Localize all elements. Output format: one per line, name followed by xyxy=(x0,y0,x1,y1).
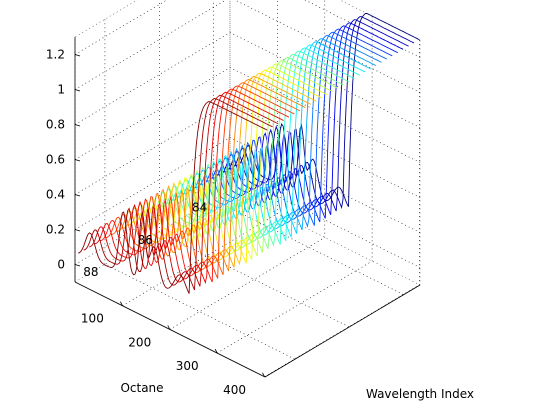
x-tick-label: 300 xyxy=(176,359,199,373)
z-tick-mark xyxy=(75,265,80,267)
y-grid-line xyxy=(214,0,404,295)
z-tick-label: 0.4 xyxy=(46,188,65,202)
y-grid-line xyxy=(159,0,349,327)
spectrum-line xyxy=(154,58,343,249)
z-tick-label: 1 xyxy=(57,83,65,97)
y-tick-label: 84 xyxy=(192,201,207,215)
z-tick-label: 0.8 xyxy=(46,118,65,132)
z-tick-mark xyxy=(75,230,80,232)
z-grid-line xyxy=(75,0,420,58)
spectrum-line xyxy=(138,67,327,260)
z-tick-label: 0.2 xyxy=(46,223,65,237)
x-axis-line xyxy=(75,282,265,377)
x-grid-line xyxy=(265,40,420,377)
z-tick-mark xyxy=(75,90,80,92)
x-tick-label: 200 xyxy=(128,335,151,349)
spectrum-line xyxy=(78,102,267,294)
y-axis-label: Octane xyxy=(120,381,163,395)
x-tick-label: 400 xyxy=(223,383,246,397)
z-tick-mark xyxy=(75,55,80,57)
x-tick-label: 100 xyxy=(81,312,104,326)
x-grid-line xyxy=(170,0,325,329)
y-tick-label: 88 xyxy=(83,265,98,279)
z-tick-mark xyxy=(75,125,80,127)
spectrum-line xyxy=(144,64,333,256)
spectra-lines xyxy=(78,14,419,294)
y-tick-label: 86 xyxy=(138,233,153,247)
x-axis-label: Wavelength Index xyxy=(366,387,474,401)
z-tick-mark xyxy=(75,160,80,162)
z-tick-mark xyxy=(75,195,80,197)
y-axis-line xyxy=(265,285,420,377)
z-tick-label: 1.2 xyxy=(46,48,65,62)
x-grid-line xyxy=(122,0,277,306)
z-tick-label: 0 xyxy=(57,258,65,272)
z-tick-label: 0.6 xyxy=(46,153,65,167)
